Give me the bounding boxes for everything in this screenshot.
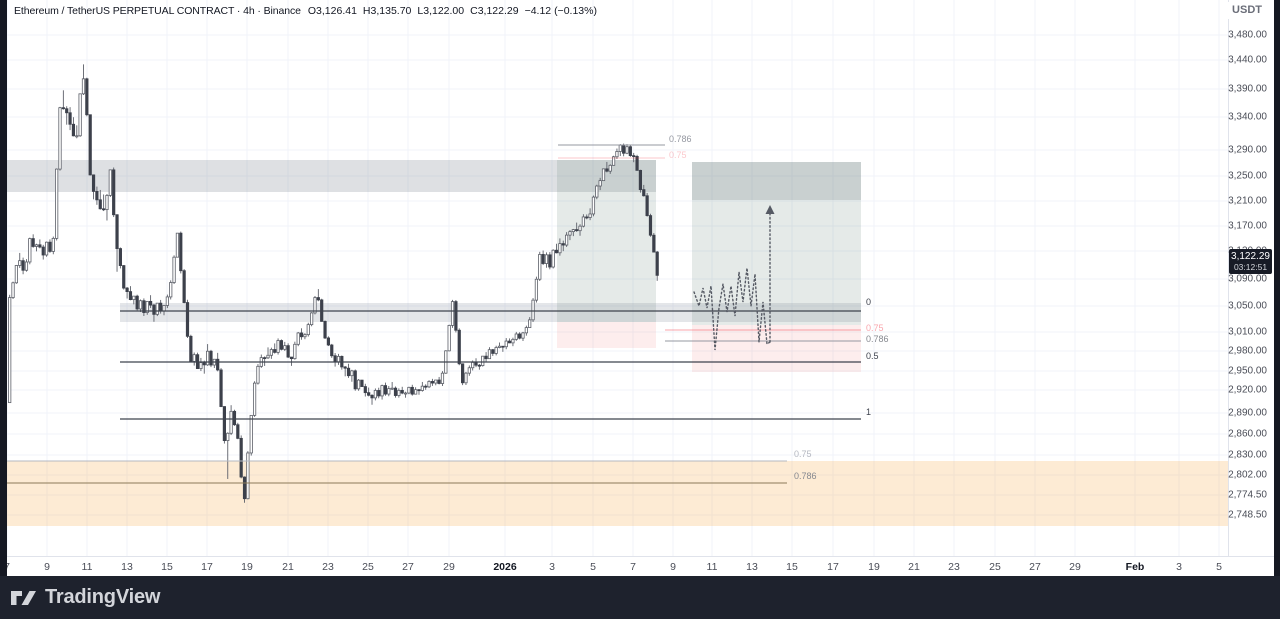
time-axis-label: 19: [868, 561, 880, 573]
price-axis-label: 3,090.00: [1228, 273, 1267, 285]
low-value: L3,122.00: [417, 5, 465, 17]
time-axis-label: 3: [549, 561, 555, 573]
time-axis-label: 17: [827, 561, 839, 573]
left-window-edge: [0, 0, 7, 576]
candlestick-chart-canvas[interactable]: [0, 0, 1280, 576]
price-axis-label: 3,170.00: [1228, 220, 1267, 232]
time-axis-label: 23: [948, 561, 960, 573]
tradingview-logo-icon: [11, 590, 36, 605]
price-axis-label: 3,340.00: [1228, 111, 1267, 123]
price-axis-label: 2,860.00: [1228, 428, 1267, 440]
time-axis-label: 27: [1029, 561, 1041, 573]
fib-level-label: 0: [866, 297, 872, 307]
right-window-edge: [1274, 0, 1280, 576]
price-axis-label: 2,774.50: [1228, 489, 1267, 501]
time-axis-label: 13: [746, 561, 758, 573]
time-axis-label: 5: [1216, 561, 1222, 573]
time-axis[interactable]: 7 9 11 13 15 17 19 21 23 25 27 29 2026 3 5 7 9 11 13 15 17 19…: [0, 556, 1274, 577]
time-axis-label: Feb: [1125, 561, 1145, 573]
price-axis-label: 2,802.00: [1228, 469, 1267, 481]
price-axis-label: 2,950.00: [1228, 365, 1267, 377]
change-value: −4.12 (−0.13%): [524, 5, 597, 17]
symbol-title[interactable]: Ethereum / TetherUS PERPETUAL CONTRACT ·…: [14, 5, 301, 17]
time-axis-label: 3: [1176, 561, 1182, 573]
high-value: H3,135.70: [362, 5, 412, 17]
price-axis-label: 2,890.00: [1228, 407, 1267, 419]
price-axis-label: 3,390.00: [1228, 83, 1267, 95]
price-axis-label: 2,920.00: [1228, 384, 1267, 396]
fib-level-label: 0.786: [669, 134, 692, 144]
time-axis-label: 21: [282, 561, 294, 573]
open-value: O3,126.41: [307, 5, 357, 17]
time-axis-label: 21: [908, 561, 920, 573]
chart-legend: Ethereum / TetherUS PERPETUAL CONTRACT ·…: [14, 4, 597, 18]
time-axis-label: 29: [1069, 561, 1081, 573]
time-axis-label: 15: [161, 561, 173, 573]
time-axis-label: 9: [670, 561, 676, 573]
close-value: C3,122.29: [470, 5, 519, 17]
price-axis-label: 2,748.50: [1228, 509, 1267, 521]
price-axis[interactable]: 3,480.00 3,440.00 3,390.00 3,340.00 3,290.00…: [1228, 0, 1275, 556]
time-axis-label: 9: [44, 561, 50, 573]
price-axis-label: 2,830.00: [1228, 449, 1267, 461]
ohlc-values: O3,126.41 H3,135.70 L3,122.00 C3,122.29 …: [308, 5, 597, 17]
time-axis-label: 15: [786, 561, 798, 573]
time-axis-label: 29: [443, 561, 455, 573]
fib-level-label: 0.75: [866, 323, 884, 333]
last-price-badge[interactable]: 3,122.29 03:12:51: [1229, 249, 1272, 274]
time-axis-label: 17: [201, 561, 213, 573]
time-axis-label: 7: [4, 561, 10, 573]
time-axis-label: 25: [362, 561, 374, 573]
price-axis-label: 3,480.00: [1228, 29, 1267, 41]
fib-level-label: 0.786: [866, 334, 889, 344]
price-axis-label: 3,050.00: [1228, 300, 1267, 312]
currency-unit-toggle[interactable]: USDT: [1223, 2, 1271, 19]
time-axis-label: 2026: [493, 561, 517, 573]
price-axis-label: 3,290.00: [1228, 144, 1267, 156]
time-axis-label: 25: [989, 561, 1001, 573]
candle-countdown: 03:12:51: [1233, 262, 1268, 272]
fib-level-label: 0.75: [669, 150, 687, 160]
tradingview-logo[interactable]: TradingView: [10, 586, 160, 610]
price-axis-label: 3,210.00: [1228, 195, 1267, 207]
time-axis-label: 13: [121, 561, 133, 573]
time-axis-label: 7: [630, 561, 636, 573]
time-axis-label: 27: [402, 561, 414, 573]
time-axis-label: 11: [706, 561, 718, 573]
time-axis-label: 23: [322, 561, 334, 573]
price-axis-label: 3,010.00: [1228, 326, 1267, 338]
price-axis-label: 3,440.00: [1228, 54, 1267, 66]
brand-name: TradingView: [45, 586, 161, 608]
fib-level-label: 0.5: [866, 351, 879, 361]
last-price-value: 3,122.29: [1231, 251, 1270, 262]
time-axis-label: 5: [590, 561, 596, 573]
price-axis-label: 2,980.00: [1228, 345, 1267, 357]
footer-bar: TradingView: [0, 576, 1280, 619]
fib-level-label: 1: [866, 407, 872, 417]
time-axis-label: 19: [241, 561, 253, 573]
price-axis-label: 3,250.00: [1228, 170, 1267, 182]
fib-level-label: 0.75: [794, 449, 812, 459]
time-axis-label: 11: [81, 561, 93, 573]
fib-level-label: 0.786: [794, 471, 817, 481]
